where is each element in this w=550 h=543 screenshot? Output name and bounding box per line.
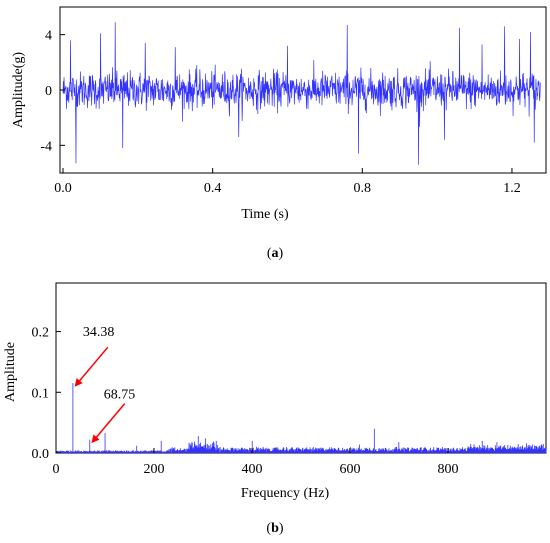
spectrum-y-tick-label: 0.2 [32, 326, 50, 341]
caption-a: (a) [267, 246, 284, 261]
time-series-x-label: Time (s) [241, 207, 289, 222]
spectrum-x-tick-label: 0 [53, 462, 60, 477]
time-series-y-ticks: -4 0 4 [40, 29, 65, 154]
annotation-label: 68.75 [104, 388, 136, 403]
spectrum-x-tick-label: 200 [144, 462, 165, 477]
time-series-panel: 0.0 0.4 0.8 1.2 -404 Time (s) Amplitude(g) … [11, 6, 547, 261]
spectrum-x-tick-label: 800 [438, 462, 459, 477]
time-series-y-tick-label: 4 [45, 29, 52, 44]
spectrum-x-tick-label: 400 [242, 462, 263, 477]
spectrum-x-label: Frequency (Hz) [241, 486, 330, 501]
time-series-y-label: Amplitude(g) [11, 52, 26, 129]
spectrum-y-label: Amplitude [3, 342, 18, 402]
time-series-x-ticks: 0.0 0.4 0.8 1.2 [54, 168, 521, 196]
time-series-x-tick-label: 1.2 [503, 181, 521, 196]
caption-b: (b) [266, 521, 283, 536]
time-series-x-tick-label: 0.4 [204, 181, 222, 196]
annotation-arrow [74, 346, 109, 387]
time-series-x-tick-label: 0.0 [54, 181, 72, 196]
time-series-y-tick-label: -4 [40, 139, 52, 154]
spectrum-annotations: 34.38 68.75 [74, 325, 136, 444]
spectrum-y-tick-label: 0.0 [32, 447, 50, 462]
spectrum-x-tick-label: 600 [340, 462, 361, 477]
time-series-x-tick-label: 0.8 [354, 181, 372, 196]
spectrum-y-tick-label: 0.1 [32, 386, 50, 401]
annotation-label: 34.38 [83, 325, 115, 340]
time-series-line [62, 22, 541, 165]
time-series-y-tick-label: 0 [45, 84, 52, 99]
time-series-signal [62, 22, 541, 165]
annotation-arrow [91, 403, 126, 444]
spectrum-x-ticks: 0 200 400 600 800 [53, 448, 459, 477]
spectrum-plot-area [55, 282, 547, 454]
spectrum-panel: 0 200 400 600 800 0.0 0.1 0.2 34.38 68.75 Frequ… [3, 282, 547, 536]
spectrum-y-ticks: 0.0 0.1 0.2 [32, 326, 61, 462]
